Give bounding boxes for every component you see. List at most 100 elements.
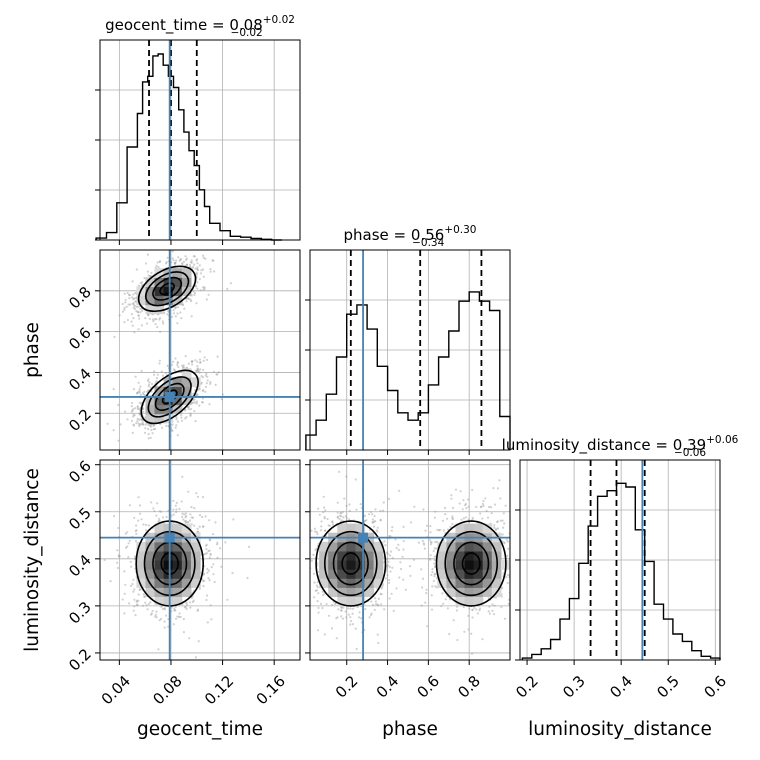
sample-point	[219, 547, 222, 550]
density-cell	[181, 550, 192, 561]
density-cell	[437, 550, 447, 561]
density-cell	[446, 541, 457, 552]
sample-point	[153, 510, 156, 513]
sample-point	[159, 617, 163, 620]
sample-point	[131, 431, 134, 434]
sample-point	[133, 297, 136, 300]
sample-point	[306, 562, 308, 564]
sample-point	[160, 370, 163, 373]
sample-point	[511, 538, 513, 540]
xtick-label-luminosity_distance: 0.4	[606, 672, 636, 702]
sample-point	[319, 602, 323, 606]
sample-point	[204, 515, 207, 518]
sample-point	[157, 266, 160, 269]
sample-point	[202, 580, 205, 583]
sample-point	[371, 521, 374, 524]
density-cell	[446, 569, 457, 579]
sample-point	[376, 603, 379, 606]
sample-point	[136, 310, 140, 313]
sample-point	[192, 401, 195, 404]
sample-point	[464, 516, 468, 519]
sample-point	[175, 416, 178, 419]
sample-point	[128, 602, 131, 605]
sample-point	[181, 262, 184, 265]
density-cell	[163, 295, 174, 306]
sample-point	[351, 612, 354, 615]
sample-point	[183, 307, 186, 310]
sample-point	[127, 303, 130, 306]
sample-point	[172, 309, 175, 312]
sample-point	[433, 562, 436, 565]
sample-point	[442, 529, 445, 532]
sample-point	[433, 547, 436, 550]
sample-point	[180, 419, 184, 422]
panels-layer	[95, 39, 721, 665]
sample-point	[502, 541, 505, 544]
sample-point	[152, 424, 155, 427]
sample-point	[189, 265, 192, 268]
density-cell	[337, 587, 347, 597]
sample-point	[371, 513, 374, 516]
sample-point	[185, 263, 189, 266]
sample-point	[174, 504, 177, 507]
sample-point	[167, 625, 170, 628]
sample-point	[480, 505, 483, 508]
sample-point	[464, 504, 467, 507]
sample-point	[176, 363, 179, 366]
sample-point	[193, 263, 196, 266]
sample-point	[193, 293, 196, 296]
density-cell	[373, 550, 384, 561]
sample-point	[155, 377, 159, 380]
sample-point	[128, 539, 131, 542]
sample-point	[202, 275, 205, 278]
sample-point	[150, 501, 153, 504]
sample-point	[463, 630, 466, 633]
sample-point	[382, 509, 385, 512]
sample-point	[431, 570, 434, 574]
hist-panel-geocent_time	[95, 39, 301, 241]
sample-point	[320, 520, 323, 523]
sample-point	[196, 266, 199, 269]
sample-point	[153, 373, 156, 376]
xaxis-label-luminosity_distance: luminosity_distance	[528, 719, 712, 740]
sample-point	[194, 284, 197, 287]
sample-point	[360, 617, 363, 620]
sample-point	[205, 382, 208, 385]
sample-point	[226, 287, 229, 291]
sample-point	[133, 557, 136, 560]
density-content	[100, 460, 300, 660]
sample-point	[150, 613, 153, 616]
sample-point	[177, 365, 180, 368]
sample-point	[131, 296, 134, 299]
sample-point	[185, 601, 188, 604]
sample-point	[155, 610, 158, 613]
sample-point	[201, 401, 204, 404]
sample-point	[173, 261, 176, 264]
density-cell	[437, 560, 447, 570]
sample-point	[368, 616, 371, 619]
sample-point	[148, 317, 151, 320]
sample-point	[385, 558, 389, 561]
sample-point	[171, 250, 174, 253]
sample-point	[374, 600, 377, 603]
sample-point	[134, 529, 137, 533]
sample-point	[317, 606, 320, 610]
sample-point	[395, 546, 398, 550]
sample-point	[123, 321, 126, 324]
density-cell	[154, 578, 165, 588]
density-cell	[163, 541, 174, 552]
title-plus: +0.30	[444, 224, 476, 236]
xaxis-label-geocent_time: geocent_time	[137, 719, 263, 740]
sample-point	[174, 261, 177, 265]
title-value: geocent_time = 0.08	[105, 16, 263, 35]
sample-point	[322, 495, 325, 498]
xtick-label-luminosity_distance: 0.6	[700, 672, 730, 702]
sample-point	[467, 614, 470, 618]
sample-point	[185, 607, 188, 611]
density-cell	[364, 550, 375, 561]
density-cell	[145, 550, 156, 561]
sample-point	[383, 608, 386, 611]
sample-point	[175, 501, 178, 504]
sample-point	[138, 390, 141, 393]
sample-point	[303, 531, 305, 533]
